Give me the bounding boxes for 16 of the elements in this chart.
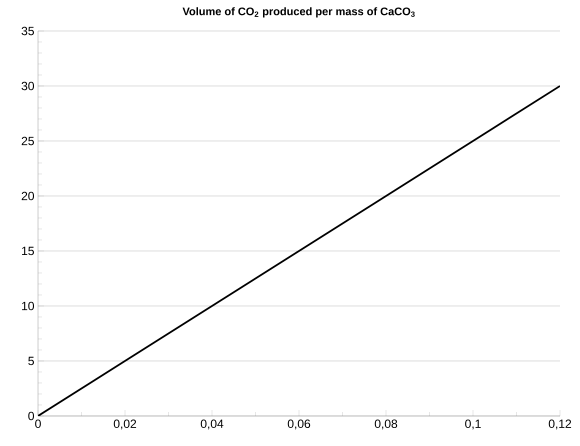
- y-tick-label: 15: [22, 246, 34, 256]
- y-tick-label: 0: [28, 412, 34, 420]
- y-tick-label: 25: [22, 136, 34, 146]
- x-tick-label: 0,12: [548, 420, 572, 430]
- y-tick-label: 35: [22, 26, 34, 36]
- x-tick-label: 0,02: [114, 420, 136, 430]
- y-tick-label: 5: [28, 356, 34, 366]
- x-tick-label: 0,08: [374, 420, 398, 430]
- x-tick-label: 0,04: [200, 420, 224, 430]
- y-tick-label: 20: [22, 192, 34, 200]
- x-tick-label: 0,1: [465, 420, 481, 430]
- x-tick-label: 0: [35, 420, 41, 428]
- y-tick-label: 30: [22, 82, 34, 90]
- chart-title: Volume of CO$_{2}$ produced per mass of CaCO$_{3}$: [182, 7, 415, 18]
- x-tick-label: 0,06: [288, 420, 310, 430]
- y-tick-label: 10: [22, 302, 34, 310]
